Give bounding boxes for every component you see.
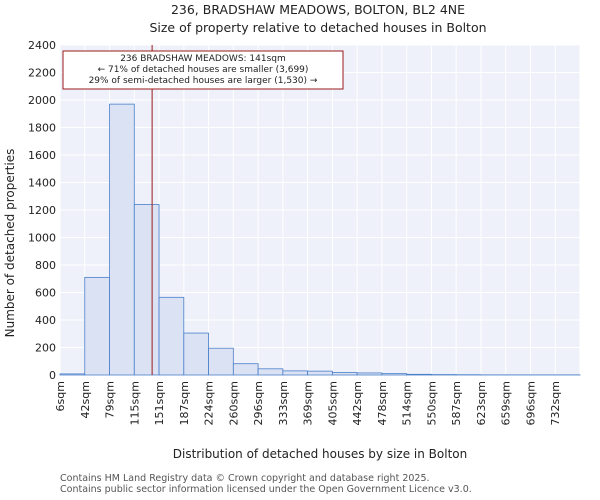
annotation-line-1: 236 BRADSHAW MEADOWS: 141sqm	[120, 54, 286, 64]
x-tick-42sqm: 42sqm	[79, 381, 92, 418]
x-tick-187sqm: 187sqm	[178, 381, 191, 425]
x-tick-115sqm: 115sqm	[128, 381, 141, 425]
bar-333sqm	[282, 370, 309, 376]
bar-405sqm	[331, 372, 358, 376]
y-tick-1800: 1800	[28, 122, 56, 135]
y-tick-2000: 2000	[28, 94, 56, 107]
bar-369sqm	[307, 370, 333, 376]
y-tick-800: 800	[35, 259, 56, 272]
x-tick-478sqm: 478sqm	[376, 381, 389, 425]
y-tick-400: 400	[35, 314, 56, 327]
x-tick-442sqm: 442sqm	[351, 381, 364, 425]
bar-224sqm	[208, 347, 234, 376]
x-tick-79sqm: 79sqm	[104, 381, 117, 418]
x-tick-296sqm: 296sqm	[252, 381, 265, 425]
footer-licence: Contains public sector information licen…	[60, 484, 472, 495]
bar-79sqm	[109, 103, 135, 376]
bars	[59, 103, 581, 376]
x-tick-550sqm: 550sqm	[425, 381, 438, 425]
x-axis-label: Distribution of detached houses by size …	[173, 447, 467, 461]
bar-6sqm	[59, 373, 86, 376]
x-tick-514sqm: 514sqm	[401, 381, 414, 425]
bar-260sqm	[232, 363, 259, 376]
x-tick-369sqm: 369sqm	[302, 381, 315, 425]
bar-187sqm	[183, 332, 209, 376]
x-tick-260sqm: 260sqm	[227, 381, 240, 425]
x-tick-333sqm: 333sqm	[277, 381, 290, 425]
x-tick-732sqm: 732sqm	[549, 381, 562, 425]
annotation-line-3: 29% of semi-detached houses are larger (…	[89, 76, 318, 86]
footer-copyright: Contains HM Land Registry data © Crown c…	[60, 473, 430, 484]
y-tick-0: 0	[49, 369, 56, 382]
x-tick-151sqm: 151sqm	[153, 381, 166, 425]
y-tick-200: 200	[35, 342, 56, 355]
x-tick-224sqm: 224sqm	[203, 381, 216, 425]
y-tick-2200: 2200	[28, 67, 56, 80]
x-tick-587sqm: 587sqm	[450, 381, 463, 425]
x-tick-659sqm: 659sqm	[500, 381, 513, 425]
chart-title: 236, BRADSHAW MEADOWS, BOLTON, BL2 4NE	[171, 2, 465, 17]
y-tick-1600: 1600	[28, 149, 56, 162]
bar-514sqm	[406, 373, 432, 376]
x-tick-405sqm: 405sqm	[326, 381, 339, 425]
x-tick-6sqm: 6sqm	[54, 381, 67, 411]
bar-42sqm	[84, 276, 110, 376]
bar-151sqm	[158, 296, 185, 376]
y-tick-2400: 2400	[28, 39, 56, 52]
annotation-line-2: ← 71% of detached houses are smaller (3,…	[98, 65, 309, 75]
y-tick-1000: 1000	[28, 232, 56, 245]
x-tick-696sqm: 696sqm	[524, 381, 537, 425]
annotation-frame	[62, 50, 344, 90]
y-axis-label: Number of detached properties	[3, 149, 17, 338]
y-tick-1200: 1200	[28, 204, 56, 217]
y-axis-ticks: 0 200 400 600 800 1000 1200 1400 1600 1800 2000 220…	[28, 39, 56, 382]
bar-442sqm	[356, 372, 383, 376]
bar-296sqm	[257, 368, 284, 376]
y-tick-1400: 1400	[28, 177, 56, 190]
chart-subtitle: Size of property relative to detached ho…	[149, 20, 486, 35]
x-tick-623sqm: 623sqm	[475, 381, 488, 425]
annotation-box: 236 BRADSHAW MEADOWS: 141sqm ← 71% of de…	[62, 50, 344, 90]
bar-115sqm	[133, 204, 160, 376]
bar-478sqm	[381, 373, 408, 376]
y-tick-600: 600	[35, 287, 56, 300]
x-axis-ticks: 6sqm 42sqm 79sqm 115sqm 151sqm 187sqm 224sqm 26…	[54, 381, 562, 425]
